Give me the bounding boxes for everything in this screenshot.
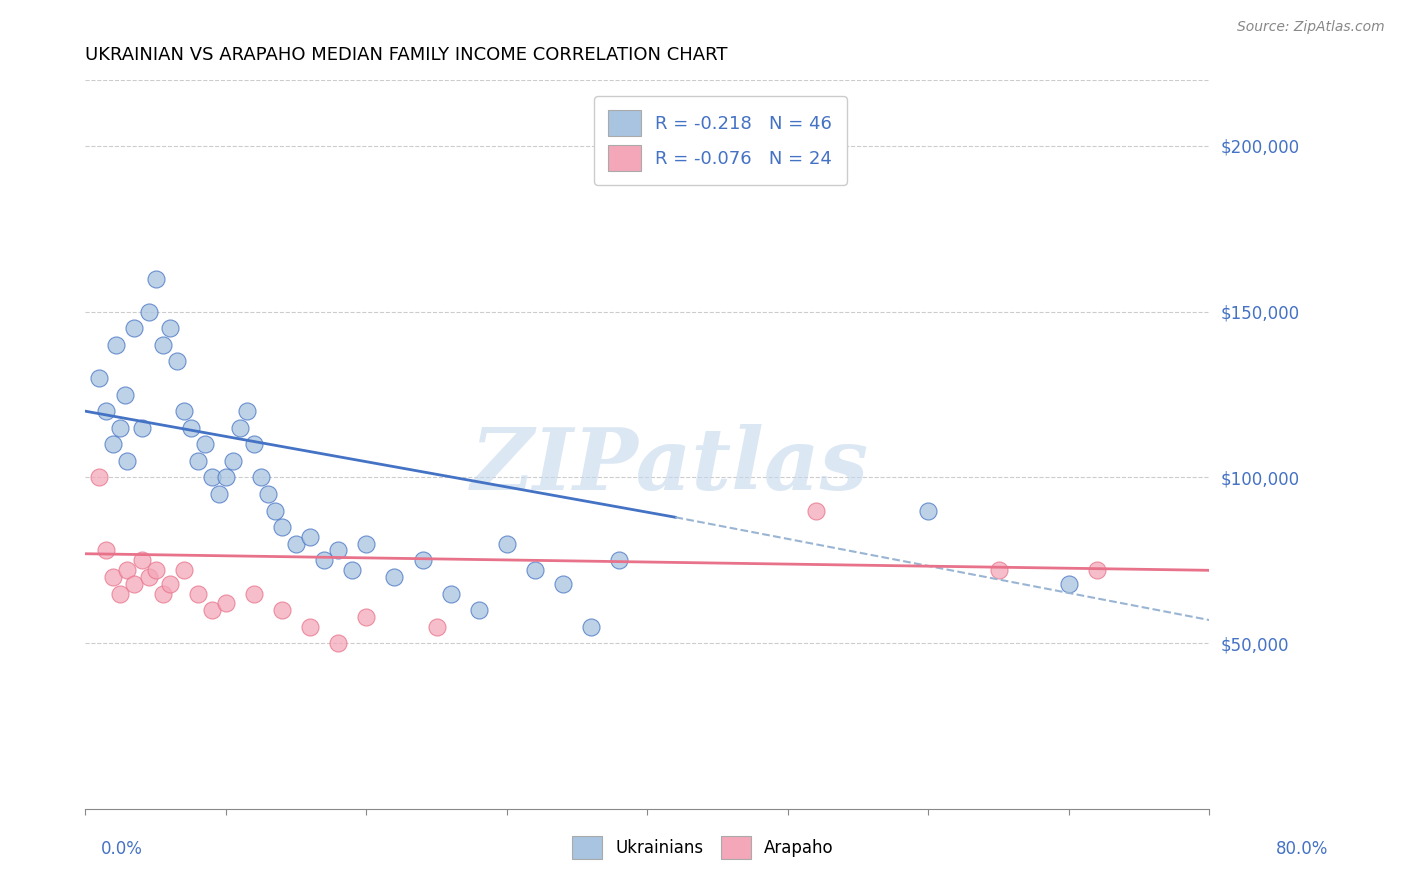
Point: [152, 338, 174, 352]
Point: [173, 563, 195, 577]
Point: [356, 609, 378, 624]
Point: [110, 586, 132, 600]
Point: [194, 437, 217, 451]
Point: [229, 421, 252, 435]
Point: [89, 470, 111, 484]
Point: [201, 470, 224, 484]
Point: [114, 387, 136, 401]
Point: [342, 563, 364, 577]
Point: [328, 543, 350, 558]
Point: [264, 503, 287, 517]
Point: [187, 454, 209, 468]
Text: 0.0%: 0.0%: [101, 840, 143, 858]
Point: [180, 421, 202, 435]
Point: [201, 603, 224, 617]
Point: [250, 470, 273, 484]
Point: [1085, 563, 1108, 577]
Point: [152, 586, 174, 600]
Point: [917, 503, 939, 517]
Point: [243, 437, 266, 451]
Point: [145, 563, 167, 577]
Point: [117, 563, 139, 577]
Point: [117, 454, 139, 468]
Point: [105, 338, 128, 352]
Legend: Ukrainians, Arapaho: Ukrainians, Arapaho: [565, 829, 841, 866]
Point: [215, 470, 238, 484]
Point: [103, 437, 125, 451]
Point: [495, 537, 517, 551]
Point: [103, 570, 125, 584]
Point: [159, 576, 181, 591]
Point: [131, 421, 153, 435]
Point: [215, 597, 238, 611]
Point: [285, 537, 308, 551]
Text: ZIPatlas: ZIPatlas: [471, 425, 869, 508]
Point: [1057, 576, 1080, 591]
Point: [173, 404, 195, 418]
Point: [467, 603, 489, 617]
Point: [236, 404, 259, 418]
Point: [145, 271, 167, 285]
Text: UKRAINIAN VS ARAPAHO MEDIAN FAMILY INCOME CORRELATION CHART: UKRAINIAN VS ARAPAHO MEDIAN FAMILY INCOM…: [86, 46, 728, 64]
Point: [208, 487, 231, 501]
Point: [579, 620, 602, 634]
Point: [166, 354, 188, 368]
Point: [426, 620, 449, 634]
Legend: R = -0.218   N = 46, R = -0.076   N = 24: R = -0.218 N = 46, R = -0.076 N = 24: [595, 96, 846, 185]
Point: [356, 537, 378, 551]
Point: [243, 586, 266, 600]
Point: [384, 570, 406, 584]
Point: [804, 503, 827, 517]
Point: [138, 570, 160, 584]
Point: [299, 620, 322, 634]
Point: [187, 586, 209, 600]
Point: [89, 371, 111, 385]
Point: [131, 553, 153, 567]
Point: [271, 603, 294, 617]
Text: 80.0%: 80.0%: [1277, 840, 1329, 858]
Point: [412, 553, 434, 567]
Text: Source: ZipAtlas.com: Source: ZipAtlas.com: [1237, 20, 1385, 34]
Point: [987, 563, 1010, 577]
Point: [440, 586, 463, 600]
Point: [271, 520, 294, 534]
Point: [124, 321, 146, 335]
Point: [257, 487, 280, 501]
Point: [551, 576, 574, 591]
Point: [299, 530, 322, 544]
Point: [110, 421, 132, 435]
Point: [96, 404, 118, 418]
Point: [159, 321, 181, 335]
Point: [328, 636, 350, 650]
Point: [96, 543, 118, 558]
Point: [222, 454, 245, 468]
Point: [314, 553, 336, 567]
Point: [138, 304, 160, 318]
Point: [523, 563, 546, 577]
Point: [124, 576, 146, 591]
Point: [607, 553, 630, 567]
